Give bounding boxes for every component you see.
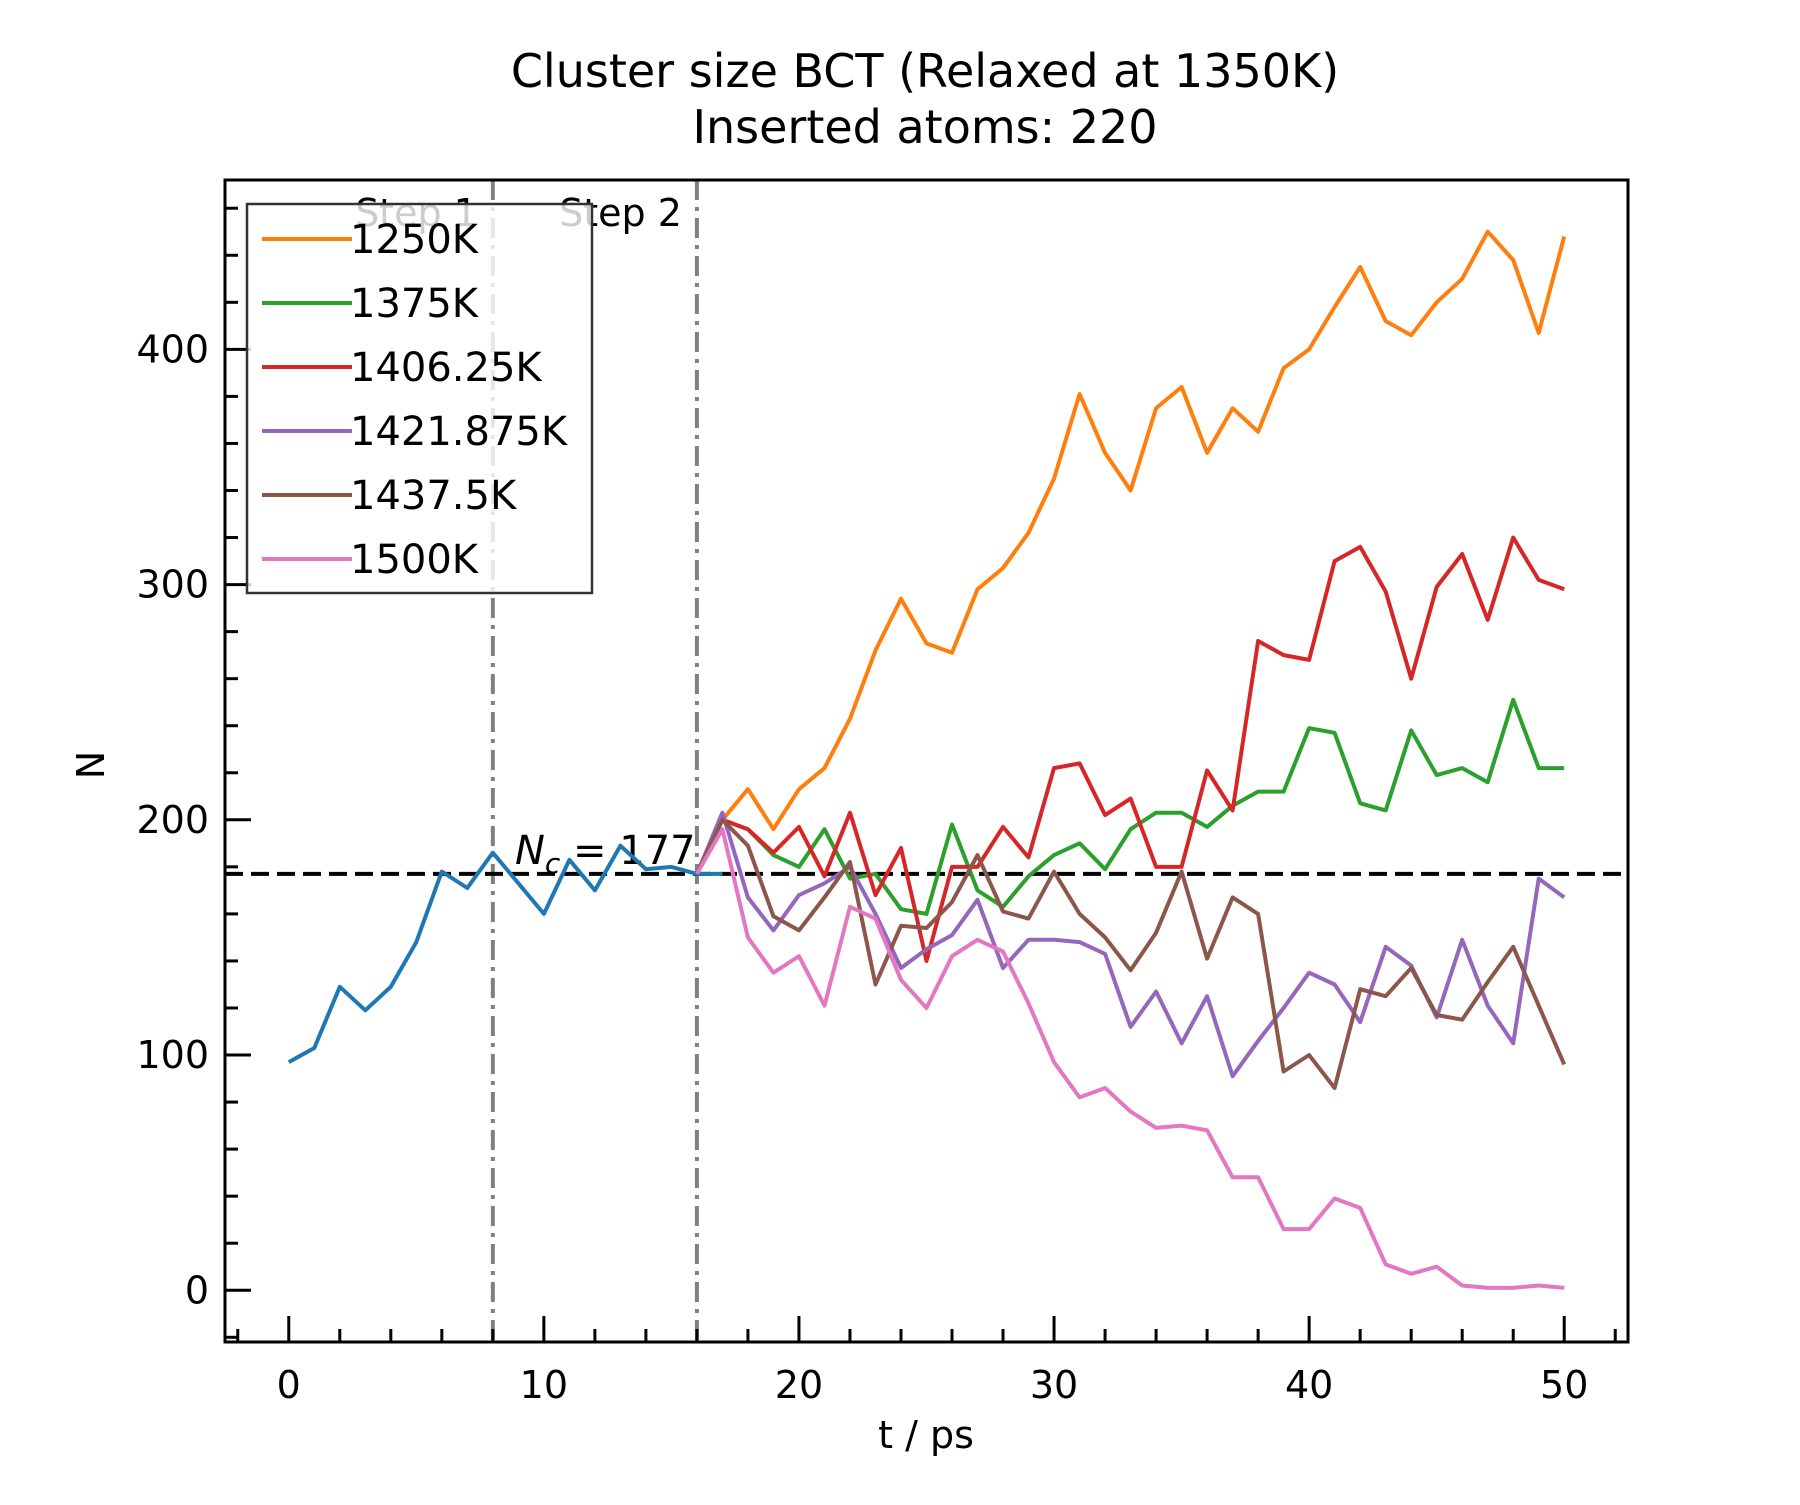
x-tick-label: 10: [520, 1363, 568, 1407]
legend-label-4: 1437.5K: [350, 473, 518, 519]
critical-size-symbol: N: [515, 828, 545, 874]
y-axis-label: N: [69, 751, 113, 779]
series-line-0: [695, 229, 1567, 875]
x-tick-label: 40: [1285, 1363, 1333, 1407]
legend-label-0: 1250K: [350, 217, 480, 263]
x-axis-label: t / ps: [878, 1413, 974, 1457]
legend-label-3: 1421.875K: [350, 409, 569, 455]
series-line-2: [695, 535, 1565, 963]
x-tick-label: 50: [1540, 1363, 1588, 1407]
series-line-5: [695, 827, 1565, 1290]
series-line-initial: [287, 843, 723, 1064]
x-tick-label: 0: [277, 1363, 301, 1407]
series-lines: [287, 229, 1567, 1290]
legend-label-1: 1375K: [350, 281, 480, 327]
axis-ticks: 0 10 20 30 40 50 0 100 200 300 400: [136, 206, 1617, 1407]
series-line-1: [695, 697, 1565, 916]
x-tick-label: 30: [1030, 1363, 1078, 1407]
legend: 1250K 1375K 1406.25K 1421.875K 1437.5K 1500K: [245, 202, 594, 595]
y-tick-label: 300: [136, 563, 209, 607]
legend-label-2: 1406.25K: [350, 345, 543, 391]
y-tick-label: 100: [136, 1033, 209, 1077]
chart-subtitle: Inserted atoms: 220: [692, 100, 1157, 154]
series-line-4: [695, 817, 1567, 1090]
y-tick-label: 400: [136, 327, 209, 371]
legend-label-5: 1500K: [350, 537, 480, 583]
x-tick-label: 20: [775, 1363, 823, 1407]
y-tick-label: 0: [185, 1268, 209, 1312]
y-tick-label: 200: [136, 798, 209, 842]
legend-box: [245, 202, 594, 595]
critical-size-subscript: c: [545, 847, 561, 880]
chart-title: Cluster size BCT (Relaxed at 1350K): [511, 44, 1339, 98]
plot-frame: [223, 178, 1630, 1344]
